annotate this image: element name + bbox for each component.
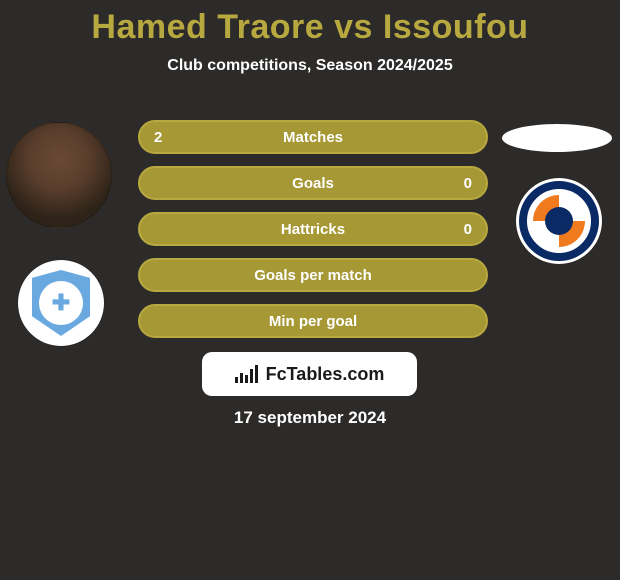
stat-bar-min-per-goal: Min per goal — [138, 304, 488, 338]
club-badge-left: ✚ — [18, 260, 104, 346]
player-avatar-right-placeholder — [502, 124, 612, 152]
stat-value-right: 0 — [464, 168, 472, 198]
auxerre-cross-icon: ✚ — [39, 281, 83, 325]
page-title: Hamed Traore vs Issoufou — [0, 0, 620, 47]
stat-label: Goals per match — [140, 260, 486, 290]
player-avatar-left — [6, 122, 112, 228]
stat-label: Hattricks — [140, 214, 486, 244]
page-subtitle: Club competitions, Season 2024/2025 — [0, 57, 620, 75]
date-text: 17 september 2024 — [0, 408, 620, 428]
stat-bar-hattricks: Hattricks 0 — [138, 212, 488, 246]
brand-bars-icon — [235, 365, 258, 383]
stat-bar-matches: 2 Matches — [138, 120, 488, 154]
club-badge-right — [516, 178, 602, 264]
auxerre-shield-icon: ✚ — [32, 270, 90, 336]
comparison-card: Hamed Traore vs Issoufou Club competitio… — [0, 0, 620, 580]
stat-value-right: 0 — [464, 214, 472, 244]
stat-bars: 2 Matches Goals 0 Hattricks 0 Goals per … — [138, 120, 488, 350]
mhsc-badge-icon — [519, 181, 599, 261]
stat-label: Matches — [140, 122, 486, 152]
stat-label: Min per goal — [140, 306, 486, 336]
stat-bar-goals-per-match: Goals per match — [138, 258, 488, 292]
brand-badge: FcTables.com — [202, 352, 417, 396]
stat-bar-goals: Goals 0 — [138, 166, 488, 200]
stat-label: Goals — [140, 168, 486, 198]
brand-text: FcTables.com — [266, 364, 385, 385]
